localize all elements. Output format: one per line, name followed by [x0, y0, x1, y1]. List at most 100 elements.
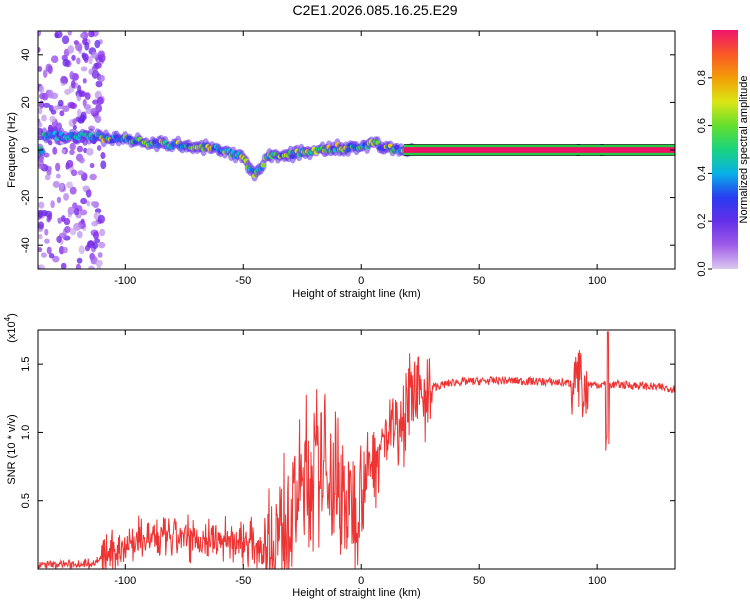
noise-cell: [69, 186, 77, 195]
noise-cell: [69, 227, 77, 236]
line-ytick-label: 0.5: [20, 493, 32, 508]
heat-xlabel: Height of straight line (km): [292, 288, 420, 300]
noise-cell: [60, 75, 68, 84]
noise-cell: [44, 174, 51, 181]
noise-cell: [77, 117, 85, 124]
noise-cell: [99, 228, 106, 237]
noise-cell: [38, 107, 43, 115]
noise-cell: [61, 148, 66, 154]
colorbar-label: Normalized spectral amplitude: [738, 76, 750, 224]
noise-cell: [46, 246, 52, 255]
line-ytick-label: 1.5: [20, 356, 32, 371]
noise-cell: [82, 53, 89, 62]
line-xtick-label: 0: [358, 575, 364, 587]
noise-cell: [47, 213, 53, 221]
noise-cell: [100, 160, 107, 170]
multiplier-base: (x10: [6, 321, 18, 342]
noise-cell: [69, 102, 78, 110]
noise-cell: [75, 42, 83, 52]
noise-cell: [80, 218, 85, 224]
noise-cell: [75, 263, 82, 269]
noise-cell: [40, 252, 47, 258]
heat-ytick-label: -40: [20, 237, 32, 253]
noise-cell: [82, 78, 87, 84]
noise-cell: [92, 242, 99, 249]
noise-cell: [52, 180, 60, 188]
noise-cell: [84, 92, 91, 100]
heat-xtick-label: -100: [114, 275, 136, 287]
ridge-cell: [260, 162, 266, 168]
noise-cell: [47, 89, 54, 99]
noise-cell: [88, 68, 93, 75]
noise-cell: [67, 206, 75, 215]
heat-xtick-label: 50: [473, 275, 485, 287]
noise-cell: [98, 74, 105, 83]
noise-cell: [94, 62, 102, 69]
noise-cell: [38, 85, 45, 94]
noise-cell: [84, 41, 90, 51]
noise-cell: [50, 55, 59, 64]
noise-cell: [94, 39, 101, 49]
colorbar-gradient: [712, 30, 738, 269]
heat-ytick-label: 40: [20, 49, 32, 61]
noise-cell: [38, 246, 43, 253]
heat-xtick-label: 0: [358, 275, 364, 287]
noise-cell: [38, 46, 41, 53]
noise-cell: [69, 142, 76, 151]
line-ytick-label: 1.0: [20, 425, 32, 440]
noise-cell: [95, 80, 103, 88]
line-multiplier: (x104): [3, 313, 18, 343]
noise-cell: [86, 200, 91, 207]
line-xtick-label: -100: [114, 575, 136, 587]
multiplier-exp: 4: [3, 316, 12, 321]
colorbar-tick-label: 0.4: [696, 166, 708, 181]
noise-cell: [38, 233, 43, 240]
noise-cell: [94, 91, 99, 99]
noise-cell: [88, 56, 93, 65]
noise-cell: [76, 57, 81, 65]
noise-cell: [87, 265, 95, 269]
noise-cell: [49, 115, 56, 123]
noise-cell: [86, 147, 94, 156]
noise-cell: [96, 145, 102, 151]
noise-cell: [90, 107, 97, 115]
noise-cell: [52, 255, 60, 263]
noise-cell: [50, 200, 55, 209]
noise-cell: [58, 183, 64, 191]
noise-cell: [100, 152, 106, 160]
noise-cell: [60, 262, 67, 269]
noise-cell: [42, 102, 51, 108]
snr-series-line: [38, 331, 675, 569]
noise-cell: [78, 90, 86, 97]
ridge-band-core: [403, 147, 675, 153]
noise-cell: [56, 196, 62, 204]
noise-cell: [76, 230, 83, 239]
heatmap-cells: [38, 31, 675, 269]
noise-cell: [71, 54, 76, 61]
heat-ytick-label: 20: [20, 96, 32, 108]
noise-cell: [44, 238, 50, 244]
noise-cell: [83, 104, 92, 110]
noise-cell: [56, 235, 62, 243]
noise-cell: [59, 110, 65, 117]
noise-cell: [64, 88, 71, 95]
noise-cell: [72, 124, 77, 131]
noise-cell: [92, 71, 98, 80]
noise-cell: [58, 245, 65, 255]
noise-cell: [95, 103, 103, 113]
noise-cell: [77, 108, 82, 118]
noise-cell: [91, 220, 99, 227]
noise-cell: [38, 31, 42, 37]
noise-cell: [96, 96, 104, 105]
noise-cell: [69, 70, 75, 80]
noise-cell: [52, 146, 58, 155]
noise-cell: [90, 200, 97, 207]
colorbar-tick-label: 0.6: [696, 118, 708, 133]
noise-cell: [97, 50, 105, 58]
noise-cell: [63, 192, 69, 201]
noise-cell: [94, 115, 102, 123]
line-ylabel: SNR (10 * v/v): [6, 414, 18, 484]
noise-cell: [41, 114, 47, 122]
noise-cell: [48, 253, 55, 259]
line-xlabel: Height of straight line (km): [292, 587, 420, 599]
